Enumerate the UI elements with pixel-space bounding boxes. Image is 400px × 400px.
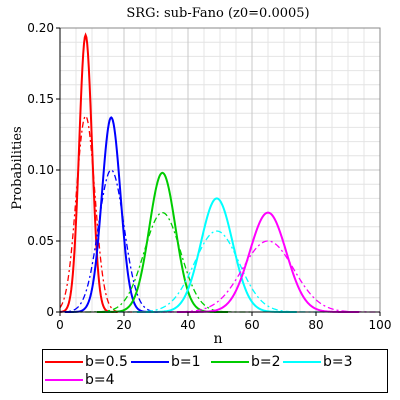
legend-label-b4: b=4 xyxy=(85,372,115,388)
x-tick-label: 0 xyxy=(56,318,64,332)
legend-swatch-b2 xyxy=(211,361,249,363)
legend: b=0.5 b=1 b=2 b=3 b=4 xyxy=(42,349,388,393)
legend-label-b1: b=1 xyxy=(171,354,201,370)
legend-label-b05: b=0.5 xyxy=(85,354,128,370)
x-tick-label: 20 xyxy=(116,318,131,332)
y-tick-label: 0 xyxy=(46,305,54,319)
axes xyxy=(56,27,381,316)
x-tick-label: 60 xyxy=(244,318,259,332)
legend-item-b05: b=0.5 xyxy=(45,353,128,371)
y-tick-label: 0.10 xyxy=(27,163,54,177)
legend-swatch-b05 xyxy=(45,361,83,363)
grid-lines xyxy=(59,27,381,313)
legend-swatch-b3 xyxy=(283,361,321,363)
legend-item-b2: b=2 xyxy=(211,353,281,371)
y-tick-label: 0.05 xyxy=(27,234,54,248)
x-tick-label: 80 xyxy=(308,318,323,332)
x-axis-label: n xyxy=(213,331,222,347)
legend-swatch-b4 xyxy=(45,379,83,381)
legend-item-b4: b=4 xyxy=(45,371,115,389)
legend-item-b3: b=3 xyxy=(283,353,353,371)
legend-swatch-b1 xyxy=(131,361,169,363)
x-tick-label: 100 xyxy=(369,318,392,332)
y-tick-label: 0.20 xyxy=(27,21,54,35)
legend-item-b1: b=1 xyxy=(131,353,201,371)
x-tick-labels: 0 20 40 60 80 100 xyxy=(56,318,391,332)
y-tick-labels: 0 0.05 0.10 0.15 0.20 xyxy=(27,21,54,319)
x-tick-label: 40 xyxy=(180,318,195,332)
legend-label-b3: b=3 xyxy=(323,354,353,370)
y-axis-label: Probabilities xyxy=(10,126,25,209)
chart-title: SRG: sub-Fano (z0=0.0005) xyxy=(126,6,309,21)
legend-label-b2: b=2 xyxy=(251,354,281,370)
y-tick-label: 0.15 xyxy=(27,92,54,106)
